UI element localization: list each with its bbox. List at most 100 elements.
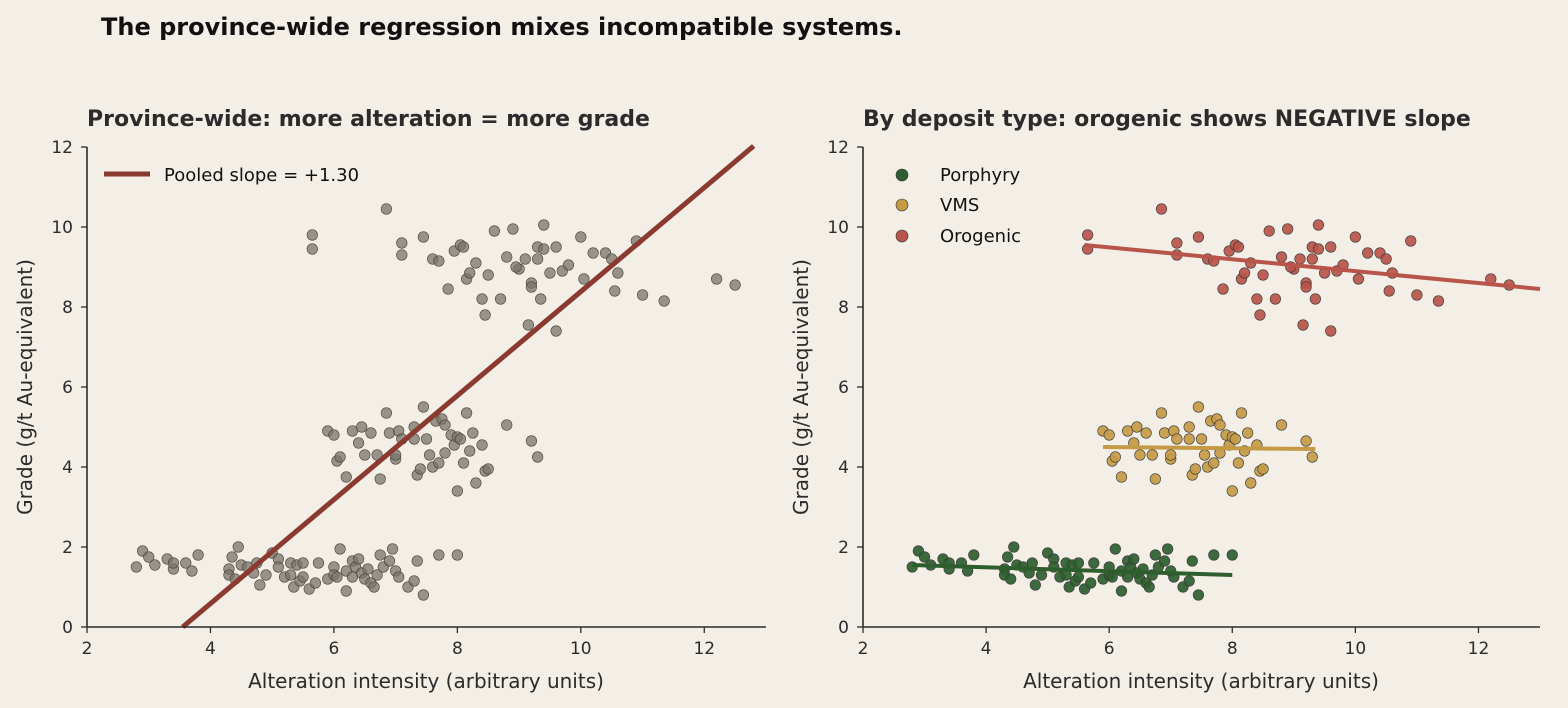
data-point: [464, 267, 476, 279]
data-point-porphyry: [1029, 579, 1041, 591]
data-point: [525, 281, 538, 293]
right-x-axis-label: Alteration intensity (arbitrary units): [1023, 669, 1379, 693]
legend-marker-orogenic: [895, 229, 909, 243]
figure-title: The province-wide regression mixes incom…: [101, 13, 903, 41]
data-point-porphyry: [1128, 553, 1140, 565]
data-point-vms: [1275, 419, 1288, 431]
data-point: [346, 425, 359, 437]
data-point: [729, 279, 741, 291]
right-y-tick-label: 8: [838, 298, 849, 318]
legend-label-orogenic: Orogenic: [940, 226, 1021, 247]
data-point: [470, 477, 482, 489]
data-point: [396, 237, 408, 249]
data-point-vms: [1300, 435, 1312, 447]
left-x-tick-label: 4: [205, 639, 216, 659]
left-y-tick-label: 0: [62, 618, 73, 638]
data-point: [396, 249, 408, 261]
data-point: [470, 257, 482, 269]
legend-marker-porphyry: [895, 168, 909, 182]
data-point-orogenic: [1294, 253, 1306, 265]
data-point: [383, 555, 396, 567]
data-point-vms: [1149, 473, 1161, 485]
data-point-vms: [1122, 425, 1134, 437]
data-point: [346, 571, 359, 583]
data-point: [130, 561, 142, 573]
data-point: [353, 553, 365, 565]
data-point: [365, 427, 377, 439]
data-point: [414, 463, 426, 475]
right-points: [906, 203, 1515, 601]
data-point-vms: [1183, 433, 1195, 445]
data-point-orogenic: [1349, 231, 1361, 243]
data-point: [501, 419, 513, 431]
right-panel: By deposit type: orogenic shows NEGATIVE…: [789, 107, 1541, 693]
data-point: [479, 309, 491, 321]
data-point: [380, 407, 392, 419]
left-y-tick-label: 2: [62, 538, 73, 558]
data-point: [501, 251, 513, 263]
data-point-orogenic: [1269, 293, 1281, 305]
data-point-vms: [1103, 429, 1115, 441]
data-point: [180, 557, 192, 569]
data-point: [328, 429, 340, 441]
data-point: [297, 571, 309, 583]
data-point-vms: [1134, 449, 1146, 461]
data-point-orogenic: [1238, 267, 1251, 279]
data-point-porphyry: [1085, 577, 1097, 589]
data-point: [309, 577, 321, 589]
data-point: [340, 585, 352, 597]
data-point: [149, 559, 161, 571]
right-y-tick-label: 10: [827, 218, 849, 238]
left-x-axis-label: Alteration intensity (arbitrary units): [248, 669, 604, 693]
data-point: [368, 581, 380, 593]
left-y-tick-label: 8: [62, 298, 73, 318]
fit-line-porphyry: [912, 563, 1233, 577]
data-point: [362, 563, 374, 575]
data-point-vms: [1257, 463, 1269, 475]
right-y-tick-label: 6: [838, 378, 849, 398]
legend-label-vms: VMS: [940, 195, 979, 216]
right-panel-title: By deposit type: orogenic shows NEGATIVE…: [863, 107, 1471, 132]
data-point: [532, 253, 544, 265]
data-point-porphyry: [1005, 573, 1017, 585]
data-point: [550, 241, 562, 253]
left-x-tick-label: 6: [328, 639, 339, 659]
data-point: [371, 569, 383, 581]
data-point-porphyry: [1072, 571, 1085, 583]
data-point: [383, 427, 396, 439]
left-panel: Province-wide: more alteration = more gr…: [13, 107, 766, 693]
data-point: [420, 433, 433, 445]
data-point: [612, 267, 624, 279]
data-point-vms: [1198, 449, 1211, 461]
data-point: [476, 293, 488, 305]
data-point: [408, 575, 420, 587]
data-point-vms: [1208, 457, 1220, 469]
data-point: [467, 427, 479, 439]
data-point: [306, 229, 318, 241]
data-point: [393, 571, 405, 583]
data-point: [711, 273, 723, 285]
data-point-porphyry: [1149, 549, 1161, 561]
data-point: [544, 267, 556, 279]
data-point: [494, 293, 507, 305]
data-point-vms: [1155, 407, 1168, 419]
data-point-porphyry: [1183, 575, 1195, 587]
right-lines: [912, 243, 1541, 577]
data-point: [457, 457, 470, 469]
data-point-vms: [1232, 457, 1245, 469]
data-point-orogenic: [1232, 241, 1245, 253]
right-legend: Porphyry VMS Orogenic: [895, 165, 1021, 247]
data-point-porphyry: [1158, 555, 1171, 567]
data-point-orogenic: [1171, 237, 1183, 249]
left-y-tick-label: 4: [62, 458, 73, 478]
data-point-orogenic: [1411, 289, 1423, 301]
data-point: [658, 295, 670, 307]
data-point: [461, 407, 473, 419]
data-point: [562, 259, 575, 271]
data-point: [609, 285, 621, 297]
data-point: [433, 549, 445, 561]
data-point: [454, 433, 467, 445]
data-point: [334, 543, 346, 555]
